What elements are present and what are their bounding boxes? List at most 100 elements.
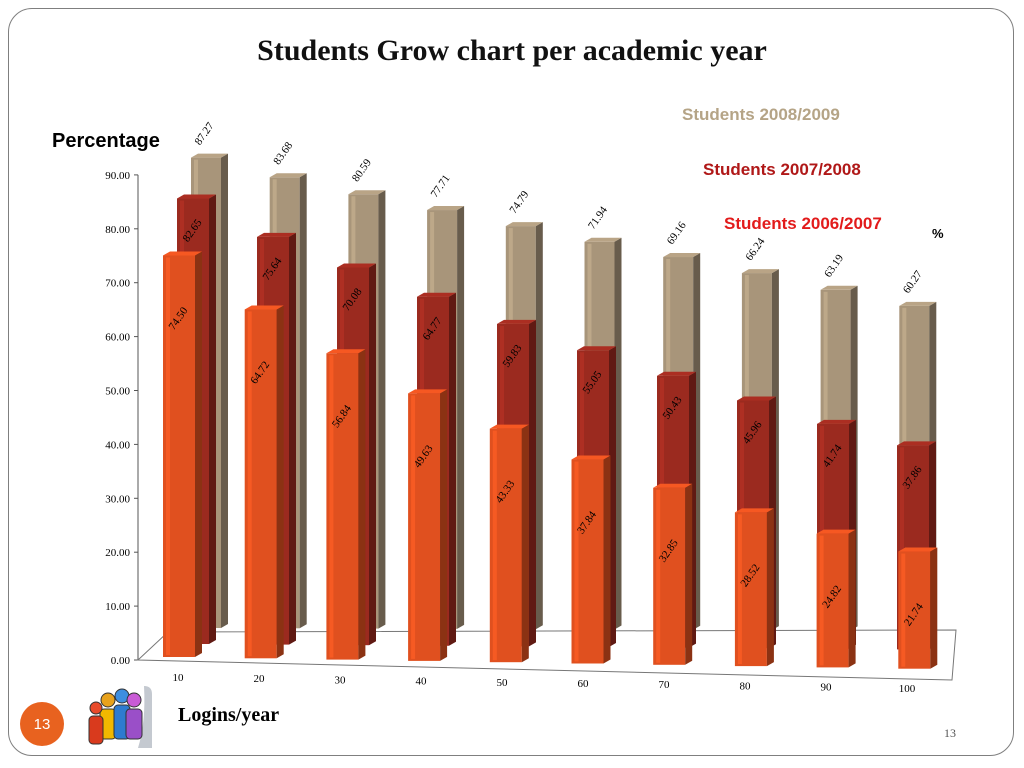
data-label: 74.79 xyxy=(507,188,531,216)
y-tick-label: 70.00 xyxy=(105,278,130,290)
bar-highlight xyxy=(900,447,904,648)
bar-top xyxy=(408,389,448,394)
bar-top xyxy=(489,424,529,429)
bar-top xyxy=(898,547,938,552)
bar-top xyxy=(505,222,543,227)
bar-s2-80 xyxy=(734,508,774,667)
y-tick-label: 90.00 xyxy=(105,170,130,182)
bar-side xyxy=(529,319,536,647)
bar-side xyxy=(195,251,202,657)
x-tick-label: 20 xyxy=(254,673,266,685)
bar-side xyxy=(378,190,386,629)
data-label: 71.94 xyxy=(586,204,610,232)
x-tick-label: 80 xyxy=(740,680,752,692)
bar-top xyxy=(427,206,465,211)
bar-top xyxy=(657,371,696,376)
bar-s2-100 xyxy=(898,547,938,669)
bar-side xyxy=(848,529,856,668)
bar-top xyxy=(816,529,856,534)
y-tick-label: 50.00 xyxy=(105,386,130,398)
bar-top xyxy=(337,263,376,268)
y-tick-label: 0.00 xyxy=(111,655,131,667)
bar-side xyxy=(276,305,284,659)
y-tick-label: 30.00 xyxy=(105,493,130,505)
bar-side xyxy=(766,508,774,667)
x-tick-label: 90 xyxy=(821,682,833,694)
bar-s2-20 xyxy=(244,305,284,659)
bar-top xyxy=(257,232,296,237)
bar-top xyxy=(326,349,366,354)
bar-top xyxy=(577,346,616,351)
bar-highlight xyxy=(901,553,906,667)
bar-top xyxy=(897,441,936,446)
bar-top xyxy=(663,253,701,258)
bar-top xyxy=(269,173,307,178)
x-tick-label: 10 xyxy=(173,672,185,684)
data-label: 63.19 xyxy=(822,252,846,280)
bar-highlight xyxy=(492,430,497,661)
bar-highlight xyxy=(247,311,252,657)
bar-side xyxy=(369,263,376,646)
bar-side xyxy=(299,173,307,629)
bar-highlight xyxy=(656,489,661,663)
page-number: 13 xyxy=(944,726,956,740)
bar-top xyxy=(497,319,536,324)
unit-label: % xyxy=(932,226,944,241)
bar-side xyxy=(449,292,456,646)
bar-top xyxy=(177,194,216,199)
bar-s2-30 xyxy=(326,349,366,660)
bar-s2-70 xyxy=(653,483,693,665)
x-tick-label: 30 xyxy=(335,674,347,686)
bar-top xyxy=(741,269,779,274)
bar-top xyxy=(348,190,386,195)
bar-highlight xyxy=(819,535,824,666)
bar-s2-10 xyxy=(163,251,202,657)
bar-top xyxy=(737,396,776,401)
bar-highlight xyxy=(329,355,334,658)
bar-s2-90 xyxy=(816,529,856,668)
y-tick-label: 20.00 xyxy=(105,547,130,559)
y-tick-label: 10.00 xyxy=(105,601,130,613)
bar-highlight xyxy=(411,395,416,659)
bar-side xyxy=(521,424,529,663)
x-tick-label: 100 xyxy=(899,683,916,695)
bar-top xyxy=(191,153,228,158)
bar-side xyxy=(609,346,616,647)
bar-side xyxy=(289,232,296,645)
bar-highlight xyxy=(574,461,579,662)
bar-top xyxy=(163,251,202,256)
bar-top xyxy=(244,305,284,310)
y-tick-label: 60.00 xyxy=(105,332,130,344)
x-tick-label: 60 xyxy=(578,678,590,690)
bar-highlight xyxy=(166,257,170,655)
bar-top xyxy=(899,301,937,306)
bar-top xyxy=(817,419,856,424)
data-label: 83.68 xyxy=(271,140,295,168)
chart-title: Students Grow chart per academic year xyxy=(257,34,767,67)
users-group-icon xyxy=(88,686,152,748)
y-tick-label: 40.00 xyxy=(105,439,130,451)
x-tick-label: 40 xyxy=(416,676,428,688)
bar-side xyxy=(457,206,465,629)
bar-side xyxy=(614,237,622,630)
bar-top xyxy=(571,455,611,460)
bar-top xyxy=(417,292,456,297)
bar-side xyxy=(603,455,611,664)
data-label: 87.27 xyxy=(193,120,217,148)
data-label: 80.59 xyxy=(350,157,374,185)
bar-s2-40 xyxy=(408,389,448,661)
slide-number-badge: 13 xyxy=(20,702,64,746)
bar-side xyxy=(440,389,448,661)
data-label: 66.24 xyxy=(743,235,767,263)
data-label: 69.16 xyxy=(665,219,689,247)
bar-side xyxy=(209,194,216,645)
bar-side xyxy=(358,349,366,660)
y-axis-label: Percentage xyxy=(52,130,160,152)
bar-s2-50 xyxy=(489,424,529,663)
bar-top xyxy=(584,237,622,242)
x-tick-label: 70 xyxy=(659,679,671,691)
bar-top xyxy=(653,483,693,488)
x-tick-label: 50 xyxy=(497,677,509,689)
bar-top xyxy=(820,285,858,290)
